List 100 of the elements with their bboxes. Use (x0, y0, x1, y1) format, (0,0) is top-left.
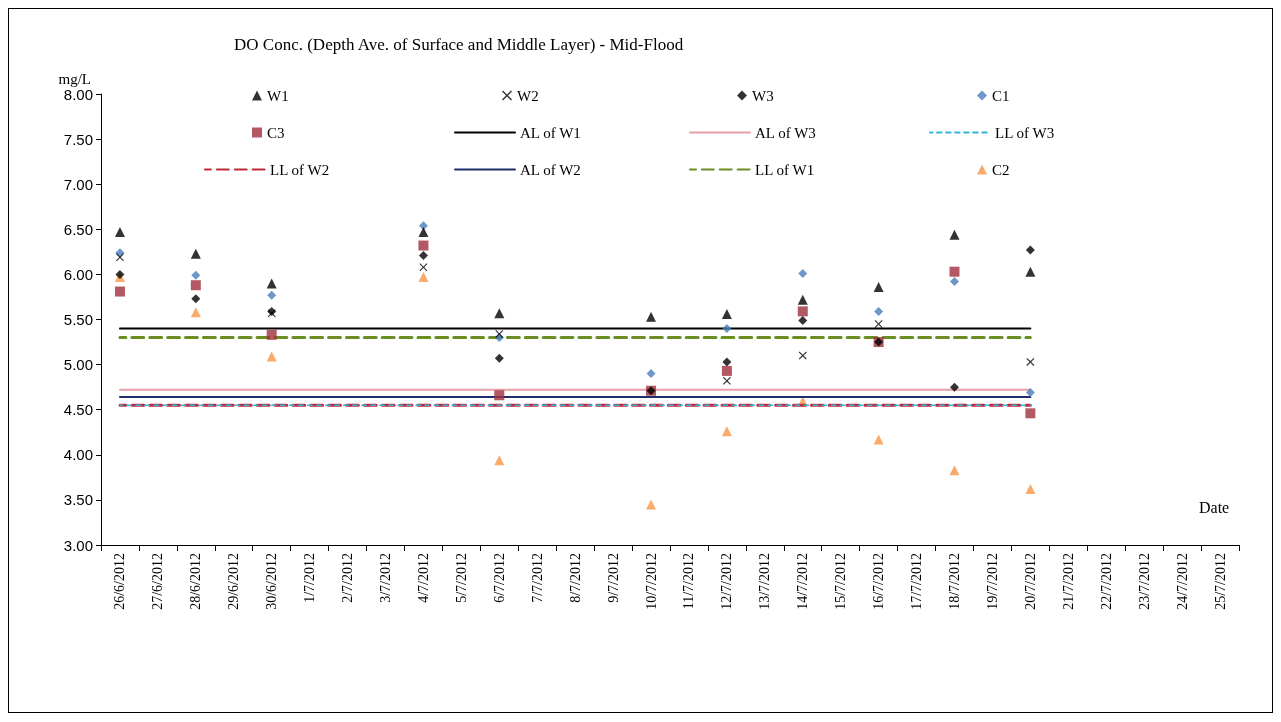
legend-label: AL of W1 (520, 124, 581, 141)
point (721, 426, 732, 437)
x-tick-label: 13/7/2012 (757, 553, 773, 610)
point (721, 309, 732, 320)
legend-label: LL of W1 (755, 161, 815, 178)
x-tick-label: 28/6/2012 (188, 553, 204, 610)
y-axis-title: mg/L (58, 70, 91, 87)
point (797, 306, 808, 317)
y-tick-label: 4.00 (63, 446, 93, 464)
legend-label: C1 (992, 87, 1010, 104)
legend-label: LL of W2 (270, 161, 330, 178)
x-tick-label: 10/7/2012 (643, 553, 659, 610)
point (949, 229, 960, 240)
point (114, 227, 125, 238)
x-axis-title: Date (1199, 498, 1230, 516)
point (191, 294, 201, 304)
x-tick-label: 2/7/2012 (340, 553, 356, 603)
point (1025, 484, 1036, 495)
y-tick-label: 4.50 (63, 401, 93, 419)
point (115, 269, 125, 279)
point (190, 280, 201, 291)
point (797, 294, 808, 305)
x-tick-label: 22/7/2012 (1098, 553, 1114, 610)
x-tick-label: 6/7/2012 (491, 553, 507, 603)
point (950, 382, 959, 392)
point (1026, 357, 1035, 366)
point (494, 353, 504, 363)
x-tick-label: 23/7/2012 (1136, 553, 1152, 610)
x-tick-label: 8/7/2012 (567, 553, 583, 603)
legend-label: AL of W3 (755, 124, 816, 141)
x-tick-label: 24/7/2012 (1174, 553, 1190, 610)
point (494, 455, 505, 466)
point (495, 329, 504, 338)
point (418, 272, 429, 283)
x-tick-label: 11/7/2012 (681, 553, 697, 610)
point (1025, 408, 1036, 419)
point (418, 227, 429, 238)
y-tick-label: 5.50 (63, 311, 93, 328)
point (1025, 266, 1036, 277)
point (1025, 245, 1035, 255)
point (949, 266, 960, 277)
point (873, 282, 884, 293)
point (114, 286, 125, 297)
point (494, 390, 505, 401)
x-tick-label: 21/7/2012 (1060, 553, 1076, 610)
x-tick-label: 18/7/2012 (947, 553, 962, 610)
x-tick-label: 1/7/2012 (302, 553, 318, 603)
y-tick-label: 6.00 (63, 265, 93, 283)
x-tick-label: 26/6/2012 (112, 553, 128, 610)
point (191, 270, 201, 280)
point (418, 240, 429, 251)
y-tick-label: 5.00 (63, 356, 93, 374)
point (267, 290, 277, 300)
y-tick-label: 6.50 (63, 220, 93, 238)
x-tick-label: 30/6/2012 (264, 553, 280, 610)
point (722, 357, 732, 367)
x-tick-label: 14/7/2012 (795, 553, 811, 610)
point (950, 277, 959, 287)
point (873, 434, 884, 445)
x-tick-label: 15/7/2012 (833, 553, 849, 610)
x-tick-label: 25/7/2012 (1212, 553, 1228, 610)
point (115, 253, 124, 262)
point (646, 311, 657, 322)
x-tick-label: 12/7/2012 (719, 553, 735, 610)
y-tick-label: 7.50 (63, 130, 93, 148)
x-tick-label: 7/7/2012 (529, 553, 545, 603)
x-tick-label: 27/6/2012 (150, 553, 166, 610)
x-tick-label: 17/7/2012 (909, 553, 925, 610)
point (874, 320, 883, 329)
point (190, 307, 201, 318)
legend-label: C2 (992, 161, 1010, 178)
y-tick-label: 7.00 (63, 175, 93, 193)
point (798, 315, 808, 325)
point (418, 221, 428, 231)
legend-label: W2 (517, 87, 539, 104)
y-tick-label: 3.00 (63, 536, 93, 554)
x-tick-label: 4/7/2012 (415, 553, 431, 603)
point (1025, 388, 1035, 398)
point (874, 306, 884, 316)
x-tick-label: 5/7/2012 (453, 553, 469, 603)
point (722, 376, 731, 385)
point (798, 351, 807, 360)
x-tick-label: 3/7/2012 (378, 553, 393, 603)
legend-label: LL of W3 (995, 124, 1055, 141)
x-tick-label: 20/7/2012 (1022, 553, 1038, 610)
point (418, 250, 428, 260)
y-tick-label: 3.50 (63, 491, 93, 509)
point (646, 369, 656, 379)
chart-title: DO Conc. (Depth Ave. of Surface and Middle Layer) - Mid-Flood (234, 35, 684, 54)
x-tick-label: 19/7/2012 (984, 553, 1000, 610)
point (494, 308, 505, 319)
point (949, 465, 960, 476)
x-tick-label: 9/7/2012 (605, 553, 621, 603)
legend-label: C3 (267, 124, 285, 141)
point (190, 248, 201, 259)
point (266, 329, 277, 340)
point (721, 365, 732, 376)
x-tick-label: 29/6/2012 (226, 553, 242, 610)
point (266, 351, 277, 362)
legend-label: AL of W2 (520, 161, 581, 178)
